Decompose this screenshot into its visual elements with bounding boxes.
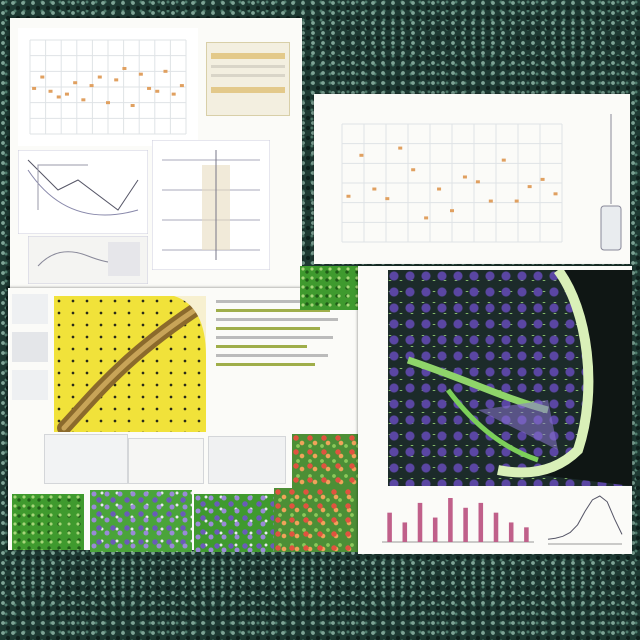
data-point bbox=[424, 216, 429, 220]
data-point bbox=[73, 81, 78, 85]
data-point bbox=[179, 84, 184, 88]
data-point bbox=[155, 89, 160, 93]
data-point bbox=[372, 187, 377, 191]
sketch-diagram-right bbox=[152, 140, 270, 270]
bar bbox=[463, 507, 468, 542]
bar-chart-bottom bbox=[382, 498, 534, 543]
data-point bbox=[122, 66, 127, 70]
bar bbox=[478, 502, 484, 542]
table-thumbnail bbox=[206, 42, 290, 116]
flower-photo-orange bbox=[292, 434, 364, 494]
data-point bbox=[462, 175, 467, 179]
specimen-tube-illustration bbox=[600, 114, 622, 251]
bar bbox=[524, 527, 529, 542]
data-point bbox=[540, 177, 545, 181]
data-point bbox=[398, 146, 403, 150]
data-point bbox=[527, 185, 532, 189]
scatter-chart-top-left bbox=[18, 28, 198, 146]
bar bbox=[402, 522, 408, 542]
data-point bbox=[411, 168, 416, 172]
data-point bbox=[553, 192, 558, 196]
data-point bbox=[40, 75, 45, 79]
data-point bbox=[163, 69, 168, 73]
leaf-stem-overlay bbox=[57, 296, 206, 432]
sketch-thumbnail-bottom bbox=[28, 236, 148, 284]
scatter-chart-top-right bbox=[341, 123, 563, 243]
bar bbox=[387, 512, 392, 542]
small-sketch-column bbox=[12, 294, 48, 404]
flower-photo-4 bbox=[274, 488, 362, 552]
data-point bbox=[385, 197, 390, 201]
sketch-diagram-left bbox=[18, 150, 148, 234]
paper-sheet-top-left bbox=[10, 18, 302, 290]
data-point bbox=[32, 86, 37, 90]
chart-bars bbox=[382, 498, 534, 543]
paper-sheet-middle-left bbox=[8, 288, 374, 550]
data-point bbox=[501, 158, 506, 162]
data-point bbox=[450, 209, 454, 213]
leaf-veins-overlay bbox=[406, 270, 632, 486]
data-point bbox=[437, 187, 442, 191]
flower-photo-2 bbox=[90, 490, 192, 552]
chart-line bbox=[547, 495, 623, 545]
chart-points bbox=[32, 66, 184, 108]
bar bbox=[432, 517, 438, 542]
data-point bbox=[48, 89, 53, 93]
chart-grid bbox=[341, 123, 563, 243]
data-point bbox=[81, 98, 86, 102]
bar bbox=[493, 512, 499, 542]
sketch-thumbnail-2 bbox=[128, 438, 204, 484]
data-point bbox=[106, 101, 110, 105]
sketch-thumbnail-1 bbox=[44, 434, 128, 484]
paper-sheet-top-right bbox=[314, 94, 630, 264]
data-point bbox=[56, 95, 61, 99]
data-point bbox=[359, 153, 364, 157]
data-point bbox=[147, 86, 152, 90]
chart-grid bbox=[29, 39, 187, 135]
flower-photo-1 bbox=[12, 494, 84, 550]
flower-photo-3 bbox=[194, 494, 274, 552]
data-point bbox=[130, 104, 135, 108]
data-point bbox=[346, 194, 351, 198]
data-point bbox=[114, 78, 119, 82]
line-chart-bottom bbox=[547, 495, 623, 545]
series-line bbox=[547, 495, 623, 540]
data-point bbox=[138, 72, 143, 76]
data-point bbox=[514, 199, 519, 203]
bar bbox=[417, 502, 423, 542]
chart-points bbox=[346, 146, 558, 220]
bar bbox=[448, 498, 453, 542]
paper-sheet-right bbox=[358, 266, 632, 554]
text-column-blur bbox=[216, 296, 346, 408]
data-point bbox=[97, 75, 102, 79]
data-point bbox=[488, 199, 493, 203]
data-point bbox=[171, 92, 176, 96]
data-point bbox=[64, 92, 69, 96]
bar bbox=[508, 522, 514, 542]
data-point bbox=[89, 84, 94, 88]
plant-section-photo bbox=[388, 270, 632, 486]
sketch-thumbnail-3 bbox=[208, 436, 286, 484]
green-foliage-thumb-small bbox=[300, 266, 366, 310]
yellow-leaf-photo bbox=[54, 296, 206, 432]
data-point bbox=[475, 180, 480, 184]
